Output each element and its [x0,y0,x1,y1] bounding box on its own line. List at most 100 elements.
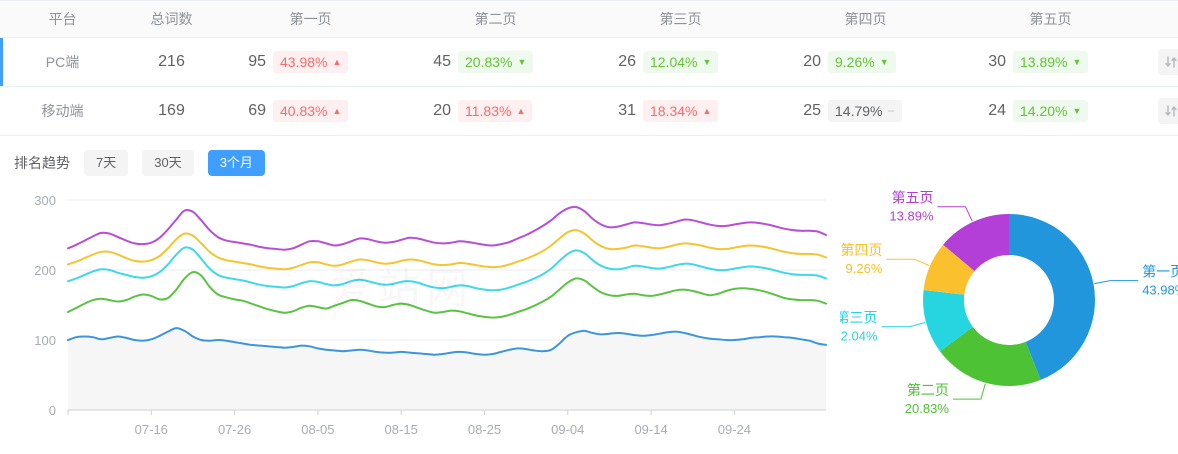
page-share-value: 14.20% [1020,103,1068,119]
col-header-page1: 第一页 [218,0,403,38]
page-share-value: 12.04% [650,54,698,70]
svg-text:9.26%: 9.26% [846,261,883,276]
cell-page4: 25 14.79% − [773,86,958,136]
page-count: 25 [803,102,821,119]
cell-page1: 69 40.83% ▲ [218,86,403,136]
platform-ranking-table: 平台 总词数 第一页 第二页 第三页 第四页 第五页 PC端 216 95 43.98… [0,0,1178,136]
table-header: 平台 总词数 第一页 第二页 第三页 第四页 第五页 [0,0,1178,38]
table-row[interactable]: 移动端 169 69 40.83% ▲ 20 11.83% ▲ 31 18.34% ▲ 25 14.79… [0,86,1178,136]
cell-total-keywords: 169 [125,86,218,136]
trend-up-arrow-icon: ▲ [516,105,526,116]
trend-down-arrow-icon: ▼ [879,56,889,67]
page-share-badge: 11.83% ▲ [458,100,533,122]
tab-3months[interactable]: 3个月 [207,150,265,176]
svg-text:07-16: 07-16 [135,422,168,437]
platform-label: PC端 [45,54,80,70]
donut-chart-svg: 第一页 43.98% 第二页 20.83% 第三页 12.04% 第四页 9.26% 第五页 13… [840,189,1178,416]
tab-7days[interactable]: 7天 [84,150,129,176]
cell-page1: 95 43.98% ▲ [218,37,403,87]
cell-page2: 20 11.83% ▲ [403,86,588,136]
svg-text:0: 0 [49,403,56,418]
svg-text:第二页: 第二页 [907,382,949,398]
svg-text:08-15: 08-15 [385,422,418,437]
svg-text:300: 300 [34,193,56,208]
page-share-badge: 12.04% ▼ [643,51,719,73]
table-body: PC端 216 95 43.98% ▲ 45 20.83% ▼ 26 12.04% ▼ 20 9.26%… [0,37,1178,136]
page-share-value: 20.83% [465,54,513,70]
svg-text:12.04%: 12.04% [840,328,878,343]
col-header-actions [1143,0,1178,38]
page-count: 69 [248,102,266,119]
page-share-badge: 20.83% ▼ [458,51,534,73]
svg-text:07-26: 07-26 [218,422,251,437]
page-count: 45 [433,53,451,70]
page-share-value: 9.26% [835,54,875,70]
trend-down-arrow-icon: ▼ [1072,56,1082,67]
page-count: 30 [988,53,1006,70]
page-count: 20 [803,53,821,70]
svg-text:第三页: 第三页 [840,309,878,325]
sort-updown-icon[interactable] [1158,98,1178,124]
trend-down-arrow-icon: ▼ [1072,105,1082,116]
col-header-page3: 第三页 [588,0,773,38]
trend-up-arrow-icon: ▲ [332,56,342,67]
svg-text:09-14: 09-14 [634,422,667,437]
svg-text:43.98%: 43.98% [1142,282,1178,297]
page-share-badge: 18.34% ▲ [643,100,719,122]
page-distribution-donut-chart[interactable]: 第一页 43.98% 第二页 20.83% 第三页 12.04% 第四页 9.26% 第五页 13… [840,182,1178,452]
cell-page4: 20 9.26% ▼ [773,37,958,87]
svg-text:08-05: 08-05 [301,422,334,437]
page-share-badge: 14.79% − [828,100,902,122]
cell-page3: 26 12.04% ▼ [588,37,773,87]
table-row[interactable]: PC端 216 95 43.98% ▲ 45 20.83% ▼ 26 12.04% ▼ 20 9.26%… [0,37,1178,87]
page-share-badge: 14.20% ▼ [1013,100,1089,122]
trend-title: 排名趋势 [14,154,70,171]
trend-toolbar: 排名趋势 7天 30天 3个月 [0,136,1178,182]
page-share-badge: 40.83% ▲ [273,100,349,122]
cell-page3: 31 18.34% ▲ [588,86,773,136]
page-share-value: 40.83% [280,103,328,119]
trend-down-arrow-icon: ▼ [702,56,712,67]
svg-text:200: 200 [34,263,56,278]
col-header-page4: 第四页 [773,0,958,38]
page-share-value: 13.89% [1020,54,1068,70]
page-share-badge: 43.98% ▲ [273,51,349,73]
cell-page2: 45 20.83% ▼ [403,37,588,87]
trend-up-arrow-icon: ▲ [702,105,712,116]
svg-text:08-25: 08-25 [468,422,501,437]
charts-area: 0 100 200 300 07-16 07-26 08-05 08-15 08-25 09-04… [0,182,1178,452]
cell-platform: PC端 [0,37,125,87]
cell-page5: 30 13.89% ▼ [958,37,1143,87]
col-header-page5: 第五页 [958,0,1143,38]
page-count: 95 [248,53,266,70]
page-share-value: 43.98% [280,54,328,70]
svg-text:20.83%: 20.83% [905,401,950,416]
col-header-total: 总词数 [125,0,218,38]
line-chart-svg: 0 100 200 300 07-16 07-26 08-05 08-15 08-25 09-04… [34,193,827,437]
cell-total-keywords: 216 [125,37,218,87]
cell-platform: 移动端 [0,86,125,136]
trend-flat-arrow-icon: − [887,104,895,118]
svg-text:09-24: 09-24 [718,422,751,437]
cell-actions [1143,37,1178,87]
col-header-platform: 平台 [0,0,125,38]
page-share-value: 14.79% [835,103,883,119]
col-header-page2: 第二页 [403,0,588,38]
page-share-badge: 9.26% ▼ [828,51,896,73]
sort-updown-icon[interactable] [1158,49,1178,75]
page-count: 31 [618,102,636,119]
svg-text:13.89%: 13.89% [889,208,934,223]
svg-text:第五页: 第五页 [892,189,934,205]
trend-down-arrow-icon: ▼ [517,56,527,67]
rank-trend-line-chart[interactable]: 0 100 200 300 07-16 07-26 08-05 08-15 08-25 09-04… [0,182,840,452]
total-keywords-value: 216 [158,53,185,70]
platform-label: 移动端 [41,103,84,119]
total-keywords-value: 169 [158,102,185,119]
cell-actions [1143,86,1178,136]
page-count: 24 [988,102,1006,119]
trend-up-arrow-icon: ▲ [332,105,342,116]
page-count: 26 [618,53,636,70]
svg-text:第四页: 第四页 [840,242,882,258]
tab-30days[interactable]: 30天 [142,150,194,176]
